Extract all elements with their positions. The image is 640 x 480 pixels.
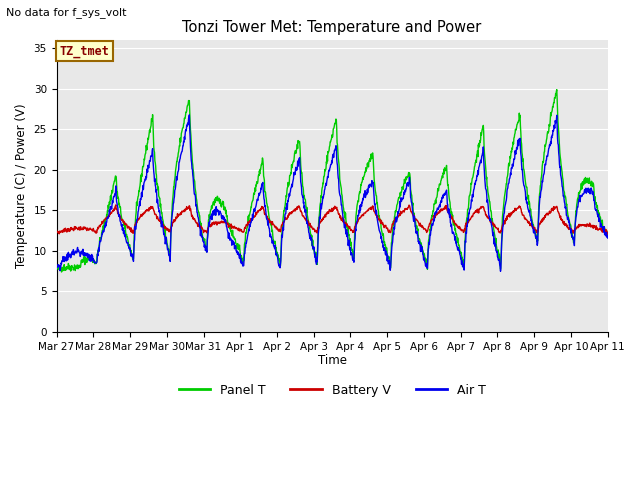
Y-axis label: Temperature (C) / Power (V): Temperature (C) / Power (V): [15, 104, 28, 268]
Text: No data for f_sys_volt: No data for f_sys_volt: [6, 7, 127, 18]
Title: Tonzi Tower Met: Temperature and Power: Tonzi Tower Met: Temperature and Power: [182, 20, 482, 35]
Legend: Panel T, Battery V, Air T: Panel T, Battery V, Air T: [173, 379, 491, 402]
Text: TZ_tmet: TZ_tmet: [60, 45, 109, 58]
X-axis label: Time: Time: [317, 354, 347, 368]
